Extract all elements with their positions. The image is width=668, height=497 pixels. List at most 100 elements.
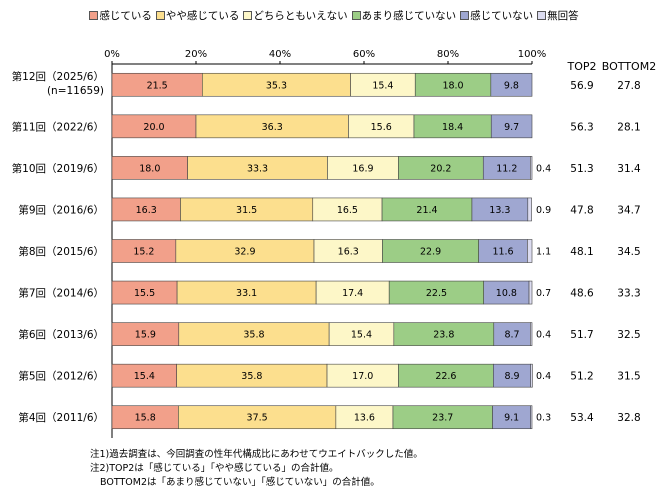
top2-value: 56.3 <box>570 121 593 133</box>
x-tick-label: 100% <box>518 49 547 60</box>
footnote-1: 注1)過去調査は、今回調査の性年代構成比にあわせてウエイトバックした値。 <box>90 449 423 460</box>
bottom2-value: 32.5 <box>617 329 640 341</box>
category-label: 第6回（2013/6） <box>18 328 104 341</box>
data-label-outside: 0.9 <box>536 205 551 216</box>
legend-swatch <box>351 10 361 20</box>
legend-swatch <box>89 10 99 20</box>
data-label: 36.3 <box>262 122 283 133</box>
data-label: 15.2 <box>133 247 154 258</box>
category-label: 第12回（2025/6） <box>12 70 104 83</box>
data-label: 11.2 <box>496 163 517 174</box>
data-label: 33.3 <box>247 163 268 174</box>
data-label: 20.2 <box>430 163 451 174</box>
data-label: 16.3 <box>136 205 157 216</box>
data-label: 11.6 <box>492 247 513 258</box>
bar-segment <box>527 197 532 222</box>
data-label: 22.9 <box>420 247 441 258</box>
data-label: 13.6 <box>354 413 375 424</box>
legend-label: やや感じている <box>165 10 240 22</box>
top2-value: 56.9 <box>570 80 593 92</box>
top2-value: 51.7 <box>570 329 593 341</box>
bottom2-value: 34.5 <box>617 246 640 258</box>
bottom2-header: BOTTOM2 <box>602 60 656 73</box>
legend-label: あまり感じていない <box>361 10 457 22</box>
data-label: 15.6 <box>371 122 392 133</box>
bar-segment <box>490 72 533 97</box>
bottom2-value: 31.5 <box>617 371 640 383</box>
data-label-outside: 0.4 <box>536 330 551 341</box>
legend-item: 無回答 <box>537 8 579 23</box>
data-label: 17.4 <box>342 288 363 299</box>
legend-swatch <box>155 10 165 20</box>
data-label-outside: 0.3 <box>536 413 551 424</box>
data-label: 9.8 <box>504 80 519 91</box>
category-label: 第11回（2022/6） <box>12 120 104 133</box>
data-label: 9.7 <box>504 122 519 133</box>
data-label: 15.4 <box>351 330 372 341</box>
x-tick-label: 40% <box>269 49 291 60</box>
data-label: 23.7 <box>432 413 453 424</box>
data-label: 15.8 <box>135 413 156 424</box>
data-label: 33.1 <box>236 288 257 299</box>
data-label: 18.0 <box>442 80 463 91</box>
x-tick-label: 0% <box>104 49 120 60</box>
bottom2-value: 28.1 <box>617 121 640 133</box>
data-label: 16.5 <box>337 205 358 216</box>
data-label: 18.0 <box>139 163 160 174</box>
data-label: 31.5 <box>236 205 257 216</box>
legend-item: 感じていない <box>460 8 533 23</box>
bar-segment <box>530 405 533 430</box>
data-label: 22.6 <box>435 371 456 382</box>
data-label: 35.8 <box>241 371 262 382</box>
bottom2-value: 32.8 <box>617 412 640 424</box>
legend-item: あまり感じていない <box>351 8 457 23</box>
data-label: 8.7 <box>504 330 519 341</box>
data-label-outside: 0.4 <box>536 163 551 174</box>
bar-segment <box>530 322 533 346</box>
data-label: 9.1 <box>504 413 519 424</box>
data-label: 13.3 <box>489 205 510 216</box>
top2-value: 48.1 <box>570 246 593 258</box>
data-label: 8.9 <box>504 371 519 382</box>
x-tick-label: 80% <box>437 49 459 60</box>
legend-item: やや感じている <box>155 8 240 23</box>
data-label: 15.4 <box>134 371 155 382</box>
data-label: 17.0 <box>352 371 373 382</box>
top2-value: 47.8 <box>570 204 593 216</box>
legend-label: 感じている <box>99 10 152 22</box>
top2-value: 48.6 <box>570 288 594 300</box>
top2-header: TOP2 <box>566 60 596 73</box>
bar-segment <box>530 363 533 388</box>
footnote-3: BOTTOM2は「あまり感じていない」「感じていない」の合計値。 <box>100 477 380 488</box>
data-label: 22.5 <box>426 288 447 299</box>
bar-segment <box>530 156 533 180</box>
bar-segment <box>490 114 533 139</box>
data-label: 37.5 <box>247 413 268 424</box>
data-label-outside: 0.4 <box>536 371 551 382</box>
category-label: 第7回（2014/6） <box>18 287 104 300</box>
data-label: 35.8 <box>243 330 264 341</box>
data-label: 20.0 <box>143 122 164 133</box>
category-label: 第4回（2011/6） <box>18 411 104 424</box>
category-label: 第9回（2016/6） <box>18 203 104 216</box>
legend-swatch <box>243 10 253 20</box>
data-label: 10.8 <box>496 288 517 299</box>
legend-label: 無回答 <box>547 10 579 22</box>
x-tick-label: 60% <box>353 49 375 60</box>
x-tick-label: 20% <box>185 49 207 60</box>
data-label: 35.3 <box>266 80 287 91</box>
data-label: 32.9 <box>234 247 255 258</box>
category-label: 第10回（2019/6） <box>12 162 104 175</box>
data-label: 15.4 <box>372 80 393 91</box>
data-label: 18.4 <box>442 122 463 133</box>
footnote-2: 注2)TOP2は「感じている」「やや感じている」の合計値。 <box>90 463 339 474</box>
data-label: 21.5 <box>147 80 168 91</box>
legend-label: 感じていない <box>470 10 534 22</box>
bottom2-value: 33.3 <box>617 288 640 300</box>
bar-segment <box>528 280 533 305</box>
data-label: 16.3 <box>338 247 359 258</box>
legend-swatch <box>460 10 470 20</box>
top2-value: 51.3 <box>570 163 593 175</box>
top2-value: 53.4 <box>570 412 594 424</box>
